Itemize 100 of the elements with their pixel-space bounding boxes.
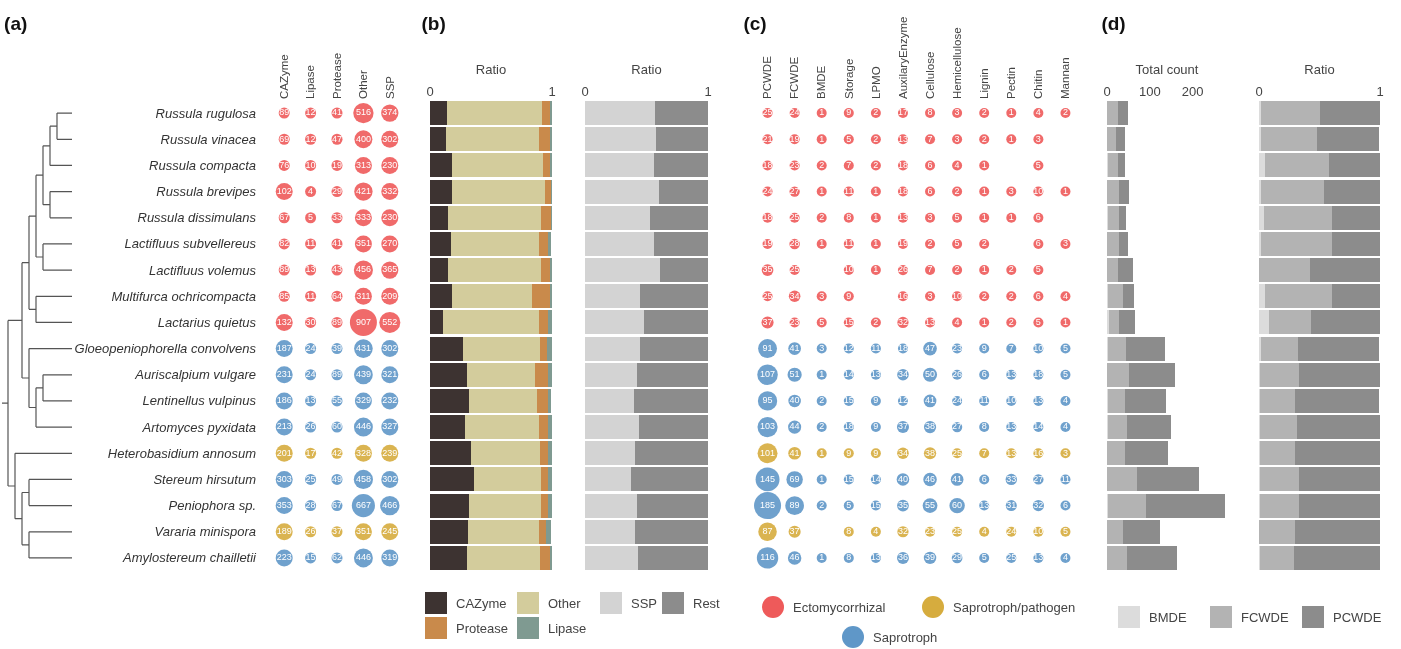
bar [585,415,640,440]
data-label: 328 [355,447,371,458]
bar [548,388,551,413]
data-label: 76 [279,159,290,170]
bar [635,441,708,466]
x-tick-label: 200 [1181,84,1204,100]
bar [534,362,549,387]
data-label: 51 [789,369,800,379]
legend-label: PCWDE [1333,609,1382,625]
data-label: 1 [873,212,879,222]
bar [1122,519,1161,544]
bar [544,179,551,204]
x-tick-label: 0 [1255,84,1263,100]
data-label: 365 [382,264,398,275]
data-label: 400 [355,133,371,144]
data-label: 5 [819,316,825,327]
data-label: 4 [981,526,987,536]
bar [1108,336,1126,361]
bar [1265,284,1332,309]
bar [447,101,543,126]
bar [630,467,708,492]
data-label: 4 [308,185,314,196]
data-label: 15 [843,395,854,406]
bar [448,258,542,283]
data-label: 14 [843,369,854,379]
data-label: 19 [762,238,773,249]
data-label: 10 [1033,526,1044,536]
data-label: 1 [981,264,987,275]
bar [451,153,544,178]
data-label: 9 [981,342,987,353]
data-label: 4 [1062,552,1068,563]
data-label: 55 [331,395,343,406]
bar [585,493,637,518]
data-label: 2 [819,395,825,406]
bar [1319,101,1380,126]
data-label: 5 [1062,369,1068,379]
data-label: 11 [871,342,881,353]
bar [1108,284,1123,309]
bar [541,205,551,230]
bar [1117,101,1129,126]
data-label: 34 [789,290,800,301]
bar [640,336,708,361]
data-label: 67 [331,499,343,510]
data-label: 302 [382,473,398,484]
bar [1117,258,1133,283]
data-label: 7 [927,133,933,144]
bar [1259,519,1296,544]
data-label: 40 [897,473,908,484]
data-label: 9 [846,290,852,301]
x-tick-label: Lipase [304,65,317,99]
bar [1107,415,1127,440]
data-label: 4 [954,159,960,170]
data-label: 95 [762,395,773,406]
data-label: 230 [382,159,398,170]
bar [1295,519,1380,544]
chart-title: (c) [743,12,767,34]
y-tick-label: Russula dissimulans [137,210,257,226]
data-label: 4 [1062,290,1068,301]
x-tick-label: Lignin [977,68,990,99]
data-label: 18 [897,185,908,196]
y-tick-label: Peniophora sp. [168,498,256,514]
x-tick-label: 1 [1376,84,1384,100]
series-label: Rest [693,595,720,611]
bar [1260,545,1295,570]
chart-title: (d) [1101,12,1126,34]
bar [1295,441,1380,466]
data-label: 46 [925,473,936,484]
data-label: 24 [952,395,963,406]
bar [1261,179,1325,204]
bar [1268,310,1312,335]
x-tick-label: Chitin [1032,69,1045,99]
y-tick-label: Russula brevipes [156,184,257,200]
data-label: 30 [305,316,316,327]
bar [644,310,708,335]
data-label: 213 [276,421,292,432]
legend-label: Protease [456,620,509,636]
bar [471,441,540,466]
data-label: 5 [308,212,314,222]
bar [430,205,449,230]
data-label: 10 [952,290,963,301]
data-label: 1 [819,133,825,144]
bar [1331,205,1380,230]
bar [585,231,654,256]
data-label: 187 [276,342,292,353]
data-label: 11 [305,290,316,301]
data-label: 2 [1008,290,1014,301]
bar [1261,336,1298,361]
data-label: 516 [355,107,371,118]
bar [537,388,549,413]
data-label: 25 [762,290,773,301]
bar [1260,388,1296,413]
x-tick-label: Mannan [1059,57,1072,99]
bar [1107,231,1120,256]
x-tick-label: 0 [1103,84,1111,100]
data-label: 302 [382,133,398,144]
bar [548,467,552,492]
bar [430,231,451,256]
bar [1107,493,1146,518]
bar [1298,493,1380,518]
x-tick-label: LPMO [869,66,882,99]
